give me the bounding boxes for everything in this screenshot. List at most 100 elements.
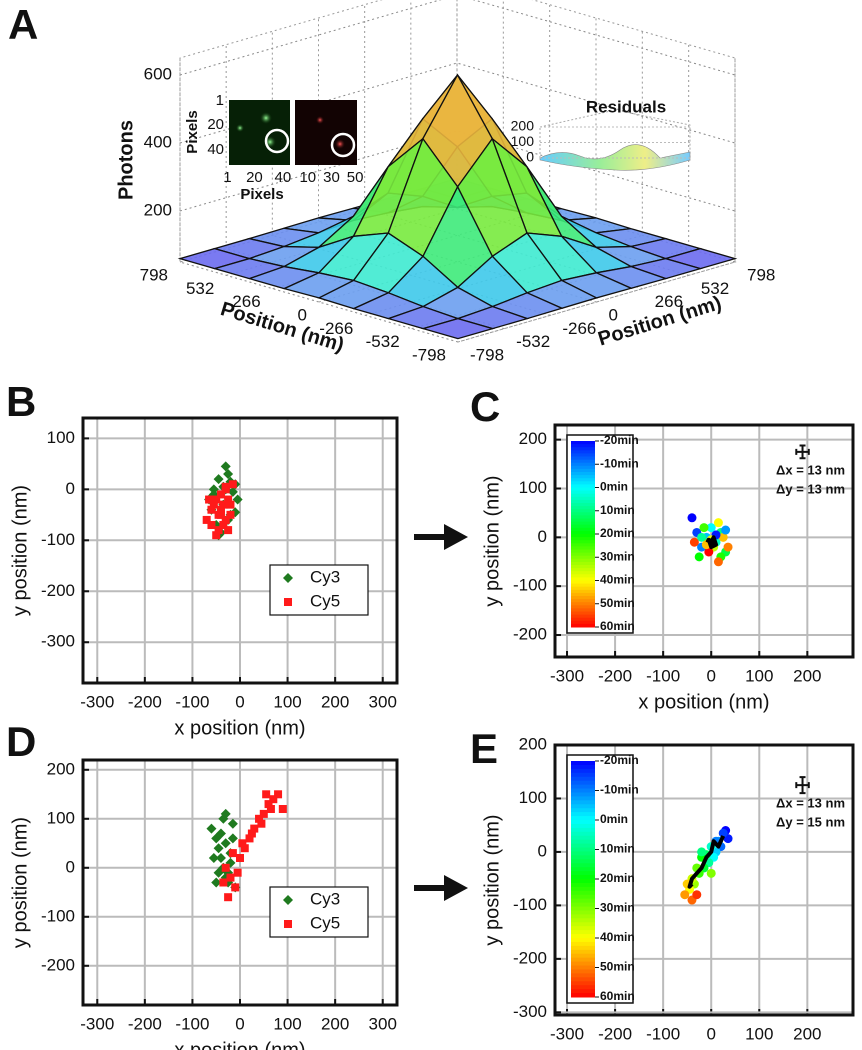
x-tick-label: 300 bbox=[369, 692, 397, 711]
colorbar-step bbox=[571, 764, 595, 770]
inset-x-tick-label: 10 bbox=[299, 169, 316, 186]
colorbar-step bbox=[571, 867, 595, 872]
inset-y-tick-label: 40 bbox=[207, 141, 224, 158]
spot bbox=[236, 124, 244, 132]
colorbar-step bbox=[571, 558, 595, 563]
y-tick-label: -100 bbox=[513, 895, 547, 914]
colorbar-step bbox=[571, 847, 595, 852]
y-tick-label: -200 bbox=[513, 625, 547, 644]
panel-letter: A bbox=[8, 1, 38, 48]
point bbox=[224, 526, 233, 535]
x-tick-label: 200 bbox=[321, 1014, 349, 1033]
colorbar-step bbox=[571, 985, 595, 990]
colorbar-step bbox=[571, 447, 595, 451]
point bbox=[723, 542, 733, 552]
y-tick-label: -532 bbox=[516, 332, 550, 351]
y-tick-label: 100 bbox=[519, 788, 547, 807]
error-cross bbox=[795, 444, 810, 460]
point bbox=[202, 515, 211, 524]
colorbar-step bbox=[571, 875, 595, 880]
point bbox=[264, 800, 273, 809]
inset-x-tick-label: 20 bbox=[246, 169, 263, 186]
plot-frame bbox=[553, 423, 855, 659]
x-tick-label: -300 bbox=[550, 666, 584, 685]
point bbox=[274, 790, 283, 799]
x-tick-label: 0 bbox=[298, 305, 307, 324]
colorbar-step bbox=[571, 761, 595, 766]
colorbar-step bbox=[571, 788, 595, 793]
y-tick-label: -100 bbox=[41, 530, 75, 549]
y-tick-label: -100 bbox=[41, 906, 75, 925]
colorbar-label: 30min bbox=[600, 901, 635, 915]
colorbar-step bbox=[571, 784, 595, 790]
colorbar-step bbox=[571, 475, 595, 479]
y-tick-label: 0 bbox=[538, 527, 547, 546]
point bbox=[706, 523, 716, 533]
y-tick-label: 100 bbox=[47, 428, 75, 447]
colorbar-step bbox=[571, 957, 595, 963]
point bbox=[221, 482, 230, 491]
x-tick-label: 100 bbox=[273, 692, 301, 711]
x-tick-label: 100 bbox=[745, 666, 773, 685]
point bbox=[220, 838, 231, 849]
colorbar-step bbox=[571, 843, 595, 849]
x-tick-label: 0 bbox=[235, 1014, 244, 1033]
colorbar-step bbox=[571, 938, 595, 943]
x-axis-label: x position (nm) bbox=[174, 1039, 305, 1050]
colorbar-step bbox=[571, 574, 595, 578]
point bbox=[215, 853, 226, 863]
colorbar-step bbox=[571, 772, 595, 778]
colorbar-step bbox=[571, 890, 595, 896]
colorbar-step bbox=[571, 506, 595, 510]
colorbar-step bbox=[571, 453, 595, 457]
x-tick-label: 798 bbox=[140, 265, 168, 284]
colorbar-step bbox=[571, 914, 595, 919]
x-tick-label: 0 bbox=[235, 692, 244, 711]
y-tick-label: 200 bbox=[47, 759, 75, 778]
colorbar-step bbox=[571, 487, 595, 492]
colorbar-step bbox=[571, 583, 595, 588]
panel-letter: D bbox=[6, 718, 36, 765]
colorbar-step bbox=[571, 518, 595, 523]
colorbar-step bbox=[571, 481, 595, 485]
legend-label: Cy3 bbox=[310, 889, 340, 908]
y-tick-label: 0 bbox=[66, 479, 75, 498]
x-tick-label: -266 bbox=[319, 319, 353, 338]
point bbox=[214, 526, 223, 535]
colorbar-label: 0min bbox=[600, 480, 628, 494]
point bbox=[219, 500, 228, 509]
colorbar-step bbox=[571, 521, 595, 526]
colorbar-step bbox=[571, 577, 595, 581]
colorbar-label: 50min bbox=[600, 596, 635, 610]
annotation: Δx = 13 nm bbox=[776, 796, 845, 811]
colorbar-step bbox=[571, 540, 595, 544]
colorbar-step bbox=[571, 823, 595, 829]
y-tick-label: 0 bbox=[66, 857, 75, 876]
point bbox=[226, 510, 235, 519]
colorbar-step bbox=[571, 496, 595, 501]
colorbar-step bbox=[571, 555, 595, 560]
point bbox=[706, 868, 716, 878]
roi bbox=[330, 132, 356, 158]
point bbox=[215, 828, 226, 839]
colorbar-step bbox=[571, 804, 595, 809]
point bbox=[266, 805, 275, 813]
x-tick-label: -200 bbox=[598, 666, 632, 685]
inset-x-tick-label: 50 bbox=[347, 169, 364, 186]
colorbar-step bbox=[571, 592, 595, 597]
point bbox=[212, 495, 221, 504]
colorbar-step bbox=[571, 945, 595, 951]
plot-frame bbox=[81, 758, 399, 1007]
point bbox=[718, 828, 728, 838]
x-tick-label: -532 bbox=[366, 332, 400, 351]
colorbar-step bbox=[571, 812, 595, 817]
point bbox=[205, 495, 214, 504]
point bbox=[699, 523, 709, 533]
colorbar-label: 40min bbox=[600, 573, 635, 587]
colorbar-step bbox=[571, 524, 595, 529]
x-tick-label: 100 bbox=[273, 1014, 301, 1033]
colorbar-step bbox=[571, 926, 595, 931]
colorbar-step bbox=[571, 552, 595, 557]
spot bbox=[335, 139, 345, 149]
residual-tick-label: 100 bbox=[511, 133, 535, 149]
